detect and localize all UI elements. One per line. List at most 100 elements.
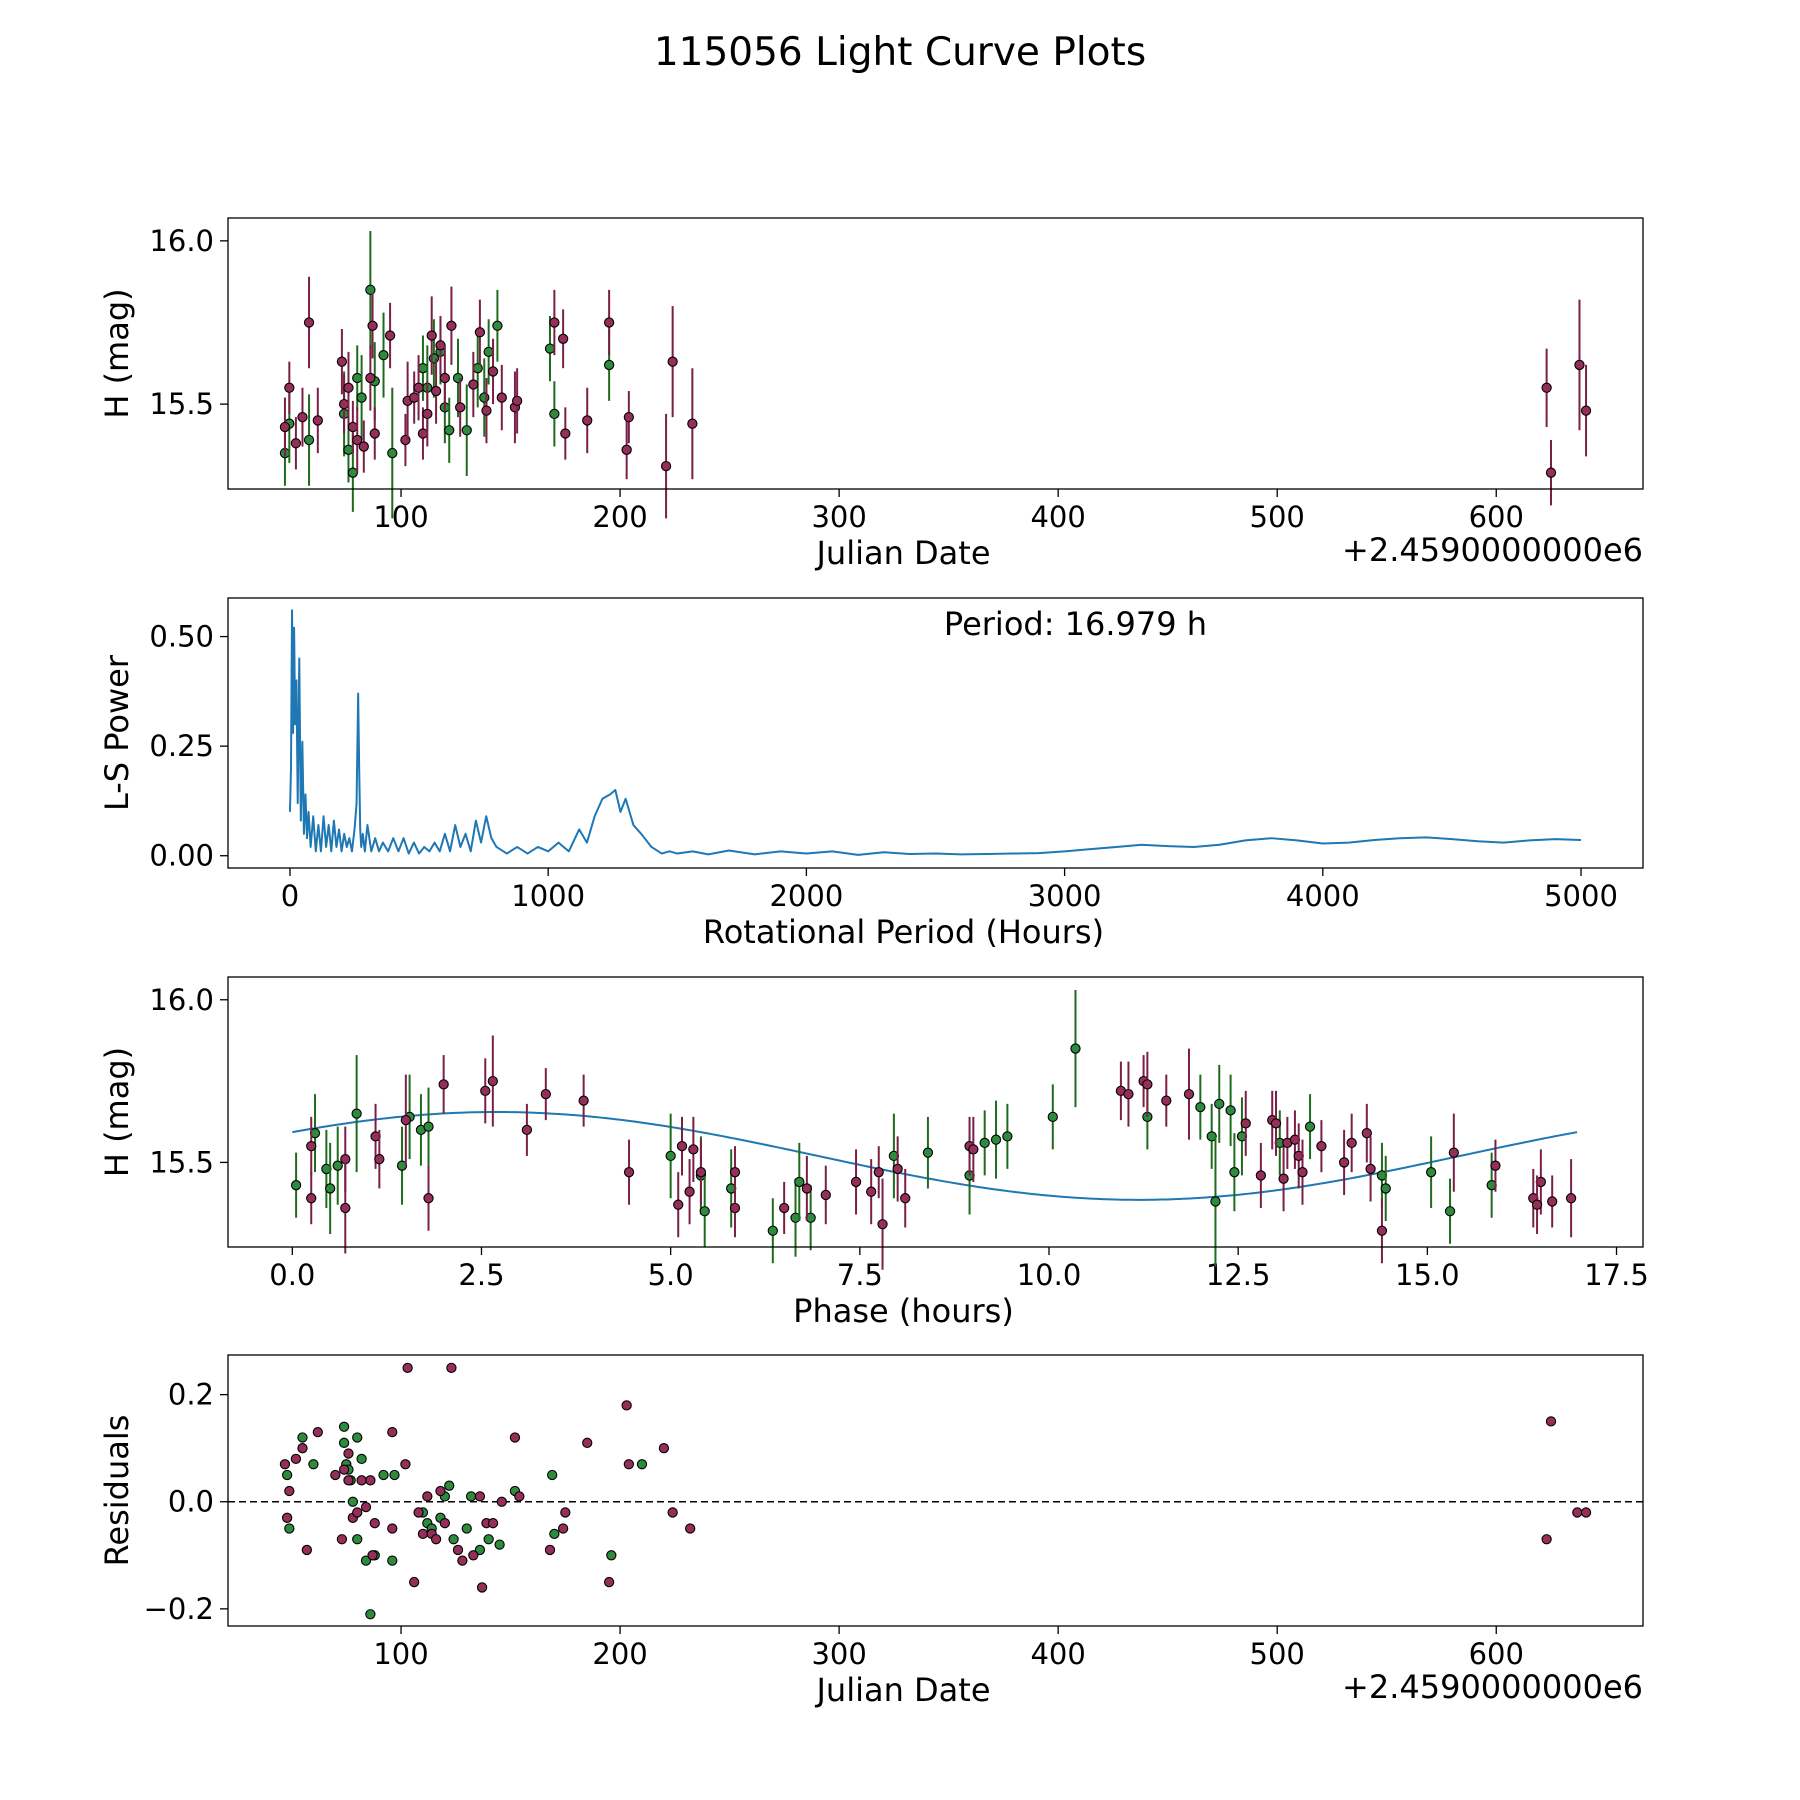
data-point-maroon — [1531, 1199, 1543, 1210]
data-point-maroon — [422, 408, 433, 420]
data-point-green — [549, 408, 560, 420]
data-point-green — [378, 349, 389, 361]
y-tick-label: 0.25 — [149, 729, 214, 763]
data-point-maroon — [1574, 359, 1585, 371]
data-point-maroon — [330, 1469, 341, 1481]
y-tick-label: 0.2 — [168, 1378, 214, 1412]
y-tick-label: 0.00 — [149, 839, 214, 873]
data-point-maroon — [684, 1186, 695, 1197]
data-point-maroon — [658, 1443, 670, 1454]
data-point-green — [365, 1609, 376, 1620]
data-point-maroon — [1448, 1147, 1459, 1158]
data-point-green — [290, 1180, 302, 1191]
data-point-maroon — [729, 1202, 741, 1214]
data-point-maroon — [290, 438, 302, 449]
data-point-maroon — [487, 1518, 499, 1529]
data-point-maroon — [374, 1154, 385, 1165]
data-point-maroon — [365, 372, 376, 384]
data-point-maroon — [422, 1491, 433, 1502]
x-tick-label: 2.5 — [458, 1258, 504, 1292]
data-point-maroon — [1270, 1118, 1282, 1129]
data-point-green — [356, 392, 367, 403]
data-point-maroon — [1376, 1225, 1388, 1236]
data-point-maroon — [303, 317, 315, 328]
y-tick-label: 0.50 — [149, 620, 214, 654]
data-point-maroon — [352, 1507, 363, 1518]
data-point-maroon — [866, 1186, 877, 1197]
y-tick-label: −0.2 — [144, 1592, 214, 1626]
x-tick-label: 0.0 — [269, 1258, 315, 1292]
data-point-green — [356, 1453, 367, 1465]
data-point-green — [308, 1459, 319, 1470]
data-point-green — [303, 434, 315, 446]
data-point-maroon — [1545, 1416, 1557, 1427]
data-point-maroon — [336, 1534, 348, 1545]
data-point-maroon — [481, 405, 492, 416]
data-point-maroon — [667, 356, 678, 367]
data-point-maroon — [621, 444, 632, 455]
light-curve-plot-area: 100 200 300 400 500 600 15.5 16.0 — [149, 217, 1644, 534]
data-point-maroon — [369, 1518, 380, 1529]
data-point-maroon — [279, 421, 291, 433]
data-point-maroon — [1572, 1507, 1583, 1518]
phase-panel: 0.0 2.5 5.0 7.5 10.0 12.5 15.0 17.5 15.5 16.0 Pha… — [98, 976, 1649, 1330]
data-point-maroon — [409, 1576, 420, 1588]
x-tick-label: 500 — [1250, 1637, 1305, 1671]
data-point-green — [338, 1421, 350, 1432]
residuals-plot-area: 100 200 300 400 500 600 −0.2 0.0 0.2 — [144, 1354, 1644, 1671]
data-point-green — [1047, 1111, 1058, 1123]
data-point-maroon — [1183, 1088, 1195, 1100]
data-point-maroon — [306, 1193, 317, 1204]
data-point-green — [347, 467, 359, 478]
data-point-maroon — [430, 385, 442, 397]
data-point-green — [365, 284, 376, 295]
data-point-green — [417, 363, 429, 374]
data-point-green — [1304, 1121, 1316, 1132]
data-point-maroon — [367, 320, 378, 331]
data-point-maroon — [301, 1544, 313, 1556]
x-tick-label: 3000 — [1028, 879, 1102, 913]
data-point-maroon — [297, 1443, 308, 1454]
data-point-maroon — [413, 382, 424, 393]
data-point-green — [1002, 1131, 1013, 1142]
data-point-green — [444, 425, 455, 436]
light-curve-panel: 100 200 300 400 500 600 15.5 16.0 Julian Date H… — [98, 217, 1644, 572]
data-point-green — [452, 372, 464, 384]
data-point-green — [636, 1459, 648, 1470]
data-point-maroon — [623, 412, 634, 423]
data-point-maroon — [892, 1163, 903, 1175]
data-point-maroon — [290, 1453, 302, 1465]
data-point-maroon — [281, 1512, 293, 1523]
data-point-maroon — [343, 382, 354, 393]
data-point-green — [338, 1437, 350, 1448]
x-tick-label: 600 — [1469, 500, 1524, 534]
y-tick-label: 16.0 — [149, 983, 214, 1017]
data-point-green — [483, 1534, 494, 1545]
data-point-maroon — [1161, 1095, 1172, 1106]
data-point-green — [448, 1534, 459, 1545]
periodogram-y-label: L-S Power — [98, 654, 136, 811]
data-point-maroon — [417, 1528, 429, 1540]
data-point-maroon — [1346, 1137, 1357, 1149]
data-point-maroon — [336, 356, 348, 367]
data-point-green — [606, 1550, 617, 1561]
data-point-green — [1070, 1043, 1081, 1054]
data-point-green — [281, 1469, 293, 1481]
data-point-green — [461, 425, 472, 436]
light-curve-x-offset: +2.4590000000e6 — [1342, 531, 1643, 569]
figure-title: 115056 Light Curve Plots — [654, 30, 1146, 75]
data-point-green — [1380, 1183, 1391, 1194]
x-tick-label: 200 — [592, 1637, 647, 1671]
data-point-maroon — [338, 398, 350, 410]
data-point-maroon — [360, 1501, 372, 1513]
data-point-green — [494, 1539, 505, 1550]
data-point-green — [387, 447, 398, 459]
data-point-green — [1229, 1167, 1240, 1178]
data-point-maroon — [487, 366, 499, 377]
data-point-maroon — [439, 372, 450, 384]
periodogram-plot-area: 0 1000 2000 3000 4000 5000 0.00 0.25 0.50 — [149, 597, 1644, 913]
data-point-maroon — [514, 1491, 525, 1502]
data-point-maroon — [400, 1114, 411, 1126]
axes-frame — [227, 976, 1644, 1248]
